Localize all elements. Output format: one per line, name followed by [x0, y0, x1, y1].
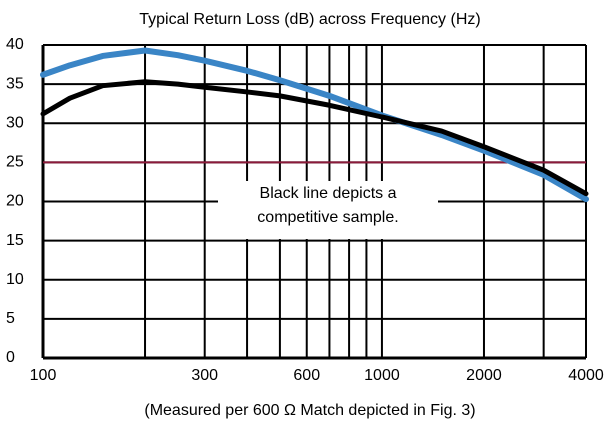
chart-title: Typical Return Loss (dB) across Frequenc…: [139, 11, 480, 28]
y-tick-label: 5: [6, 310, 15, 327]
y-tick-label: 40: [6, 36, 24, 53]
x-tick-label: 300: [191, 367, 218, 384]
y-tick-label: 10: [6, 271, 24, 288]
x-tick-label: 100: [30, 367, 57, 384]
y-tick-label: 20: [6, 193, 24, 210]
y-tick-label: 25: [6, 154, 24, 171]
x-tick-label: 1000: [364, 367, 400, 384]
y-tick-label: 35: [6, 75, 24, 92]
x-tick-label: 4000: [568, 367, 604, 384]
y-tick-label: 30: [6, 114, 24, 131]
annotation: competitive sample.: [257, 209, 398, 226]
x-tick-label: 2000: [466, 367, 502, 384]
y-tick-label: 0: [6, 349, 15, 366]
x-axis-label: (Measured per 600 Ω Match depicted in Fi…: [144, 402, 475, 419]
annotation-box: [218, 181, 438, 239]
annotation: Black line depicts a: [260, 185, 397, 202]
series-line: [40, 47, 589, 203]
x-tick-label: 600: [293, 367, 320, 384]
series-line: [40, 79, 589, 197]
y-tick-label: 15: [6, 232, 24, 249]
